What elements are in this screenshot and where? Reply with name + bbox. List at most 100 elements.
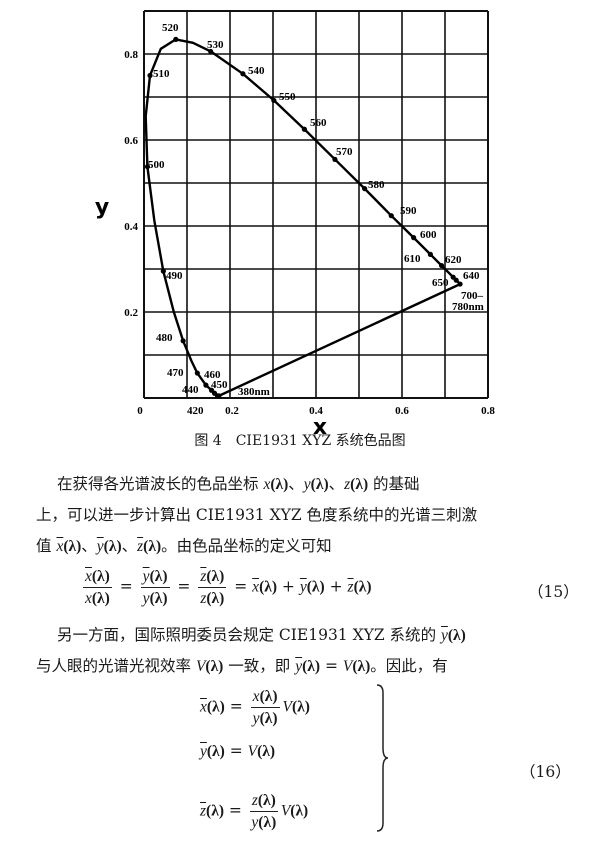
overlined-variable: x bbox=[200, 698, 207, 716]
overlined-variable: x bbox=[85, 568, 92, 585]
text-segment: x bbox=[252, 578, 260, 596]
equals-sign: = bbox=[224, 697, 248, 716]
text-segment: 、 bbox=[328, 475, 345, 493]
wavelength-label-380: 380nm bbox=[238, 386, 270, 398]
equation-15-number: （15） bbox=[528, 583, 579, 601]
text-line: 值 x(λ)、y(λ)、z(λ)。由色品坐标的定义可知 bbox=[36, 534, 332, 556]
equation-row: x(λ) = x(λ) y(λ) V(λ) bbox=[200, 686, 310, 729]
lambda: (λ) bbox=[206, 568, 225, 585]
y-tick-label: 0.8 bbox=[124, 49, 138, 61]
numerator: x(λ) bbox=[250, 686, 280, 708]
text-segment: 上，可以进一步计算出 CIE1931 XYZ 色度系统中的光谱三刺激 bbox=[36, 506, 478, 524]
x-tick-label: 0.2 bbox=[225, 405, 239, 417]
overlined-variable: y bbox=[200, 743, 207, 760]
text-segment: 、 bbox=[288, 475, 304, 493]
text-segment: (λ) bbox=[259, 578, 277, 596]
wavelength-label-590: 590 bbox=[400, 205, 417, 217]
text-segment: z bbox=[137, 538, 144, 555]
lambda: (λ) bbox=[206, 590, 225, 607]
wavelength-marker-480 bbox=[180, 338, 186, 344]
wavelength-marker-610 bbox=[427, 251, 433, 257]
text-segment: 在获得各光谱波长的色品坐标 bbox=[57, 475, 264, 493]
wavelength-marker-470 bbox=[194, 370, 200, 376]
text-segment: (λ) bbox=[270, 476, 289, 493]
lambda: (λ) bbox=[91, 568, 110, 585]
denominator: y(λ) bbox=[143, 588, 168, 609]
lambda: (λ) bbox=[206, 802, 224, 820]
lambda: (λ) bbox=[259, 710, 278, 727]
overlined-variable: y bbox=[142, 568, 150, 585]
denominator: y(λ) bbox=[251, 812, 276, 833]
text-segment: y bbox=[303, 476, 311, 493]
wavelength-marker-600 bbox=[411, 235, 417, 241]
wavelength-marker-570 bbox=[332, 156, 338, 162]
x-tick-label: 0.8 bbox=[481, 405, 495, 417]
text-segment: (λ) bbox=[310, 476, 329, 493]
denominator: z(λ) bbox=[200, 588, 224, 609]
wavelength-label-780: 780nm bbox=[452, 301, 484, 313]
wavelength-label-470: 470 bbox=[167, 367, 184, 379]
wavelength-marker-490 bbox=[160, 268, 166, 274]
text-segment: (λ) bbox=[306, 578, 325, 596]
y-axis-label: y bbox=[95, 195, 109, 220]
denominator: y(λ) bbox=[253, 708, 278, 729]
wavelength-label-420: 420 bbox=[187, 405, 204, 417]
variable: x bbox=[252, 688, 260, 705]
variable: x bbox=[85, 590, 92, 607]
wavelength-marker-510 bbox=[147, 72, 153, 79]
equation-row: z(λ) = z(λ) y(λ) V(λ) bbox=[200, 790, 308, 833]
text-segment: 、 bbox=[121, 537, 138, 555]
text-segment: (λ) bbox=[103, 538, 122, 555]
fraction: y(λ) y(λ) bbox=[140, 566, 170, 609]
text-segment: V bbox=[342, 658, 353, 675]
fraction: z(λ) z(λ) bbox=[198, 566, 227, 609]
lambda: (λ) bbox=[149, 568, 168, 585]
y-tick-label: 0.2 bbox=[124, 307, 138, 319]
wavelength-marker-590 bbox=[388, 213, 394, 219]
text-segment: (λ) bbox=[143, 538, 162, 555]
text-line: 另一方面，国际照明委员会规定 CIE1931 XYZ 系统的 y(λ) bbox=[57, 623, 466, 645]
text-segment: = bbox=[320, 657, 343, 675]
text-line: 与人眼的光谱光视效率 V(λ) 一致，即 y(λ) = V(λ)。因此，有 bbox=[36, 654, 448, 676]
text-segment: y bbox=[96, 538, 104, 555]
x-tick-label: 0.4 bbox=[309, 405, 323, 417]
numerator: z(λ) bbox=[198, 566, 227, 588]
text-segment: 的基础 bbox=[368, 475, 420, 493]
wavelength-label-510: 510 bbox=[153, 68, 170, 80]
text-segment: 。由色品坐标的定义可知 bbox=[161, 537, 332, 555]
x-axis-label: x bbox=[313, 415, 327, 440]
overlined-variable: z bbox=[200, 802, 207, 820]
text-segment: 值 bbox=[36, 537, 57, 555]
text-segment: 。因此，有 bbox=[370, 657, 448, 675]
wavelength-label-560: 560 bbox=[310, 117, 327, 129]
wavelength-label-570: 570 bbox=[336, 146, 353, 158]
wavelength-label-700: 700– bbox=[461, 290, 484, 302]
denominator: x(λ) bbox=[85, 588, 110, 609]
lambda: (λ) bbox=[291, 698, 310, 716]
overlined-variable: z bbox=[200, 568, 207, 585]
x-tick-label: 0.6 bbox=[395, 405, 409, 417]
wavelength-label-610: 610 bbox=[404, 253, 421, 265]
equation-16-number: （16） bbox=[520, 763, 571, 781]
wavelength-label-490: 490 bbox=[166, 270, 183, 282]
spectral-locus-curve bbox=[144, 38, 462, 398]
text-segment: z bbox=[347, 578, 354, 596]
text-segment: x bbox=[56, 538, 64, 555]
variable: V bbox=[282, 698, 292, 716]
wavelength-marker-450 bbox=[208, 387, 215, 393]
equals-sign: = bbox=[224, 742, 248, 760]
wavelength-marker-620 bbox=[438, 262, 445, 269]
wavelength-marker-530 bbox=[208, 48, 214, 55]
y-tick-label: 0.4 bbox=[124, 221, 138, 233]
text-segment: (λ) bbox=[302, 658, 321, 675]
x-tick-label: 0 bbox=[137, 405, 143, 417]
wavelength-label-500: 500 bbox=[148, 159, 165, 171]
wavelength-marker-560 bbox=[301, 126, 307, 132]
figure-caption: 图 4 CIE1931 XYZ 系统色品图 bbox=[194, 433, 406, 449]
text-segment: 另一方面，国际照明委员会规定 CIE1931 XYZ 系统的 bbox=[57, 626, 441, 644]
text-segment: y bbox=[299, 578, 307, 596]
right-brace bbox=[376, 684, 389, 832]
lambda: (λ) bbox=[259, 688, 278, 705]
variable: z bbox=[200, 590, 207, 607]
wavelength-label-580: 580 bbox=[368, 179, 385, 191]
